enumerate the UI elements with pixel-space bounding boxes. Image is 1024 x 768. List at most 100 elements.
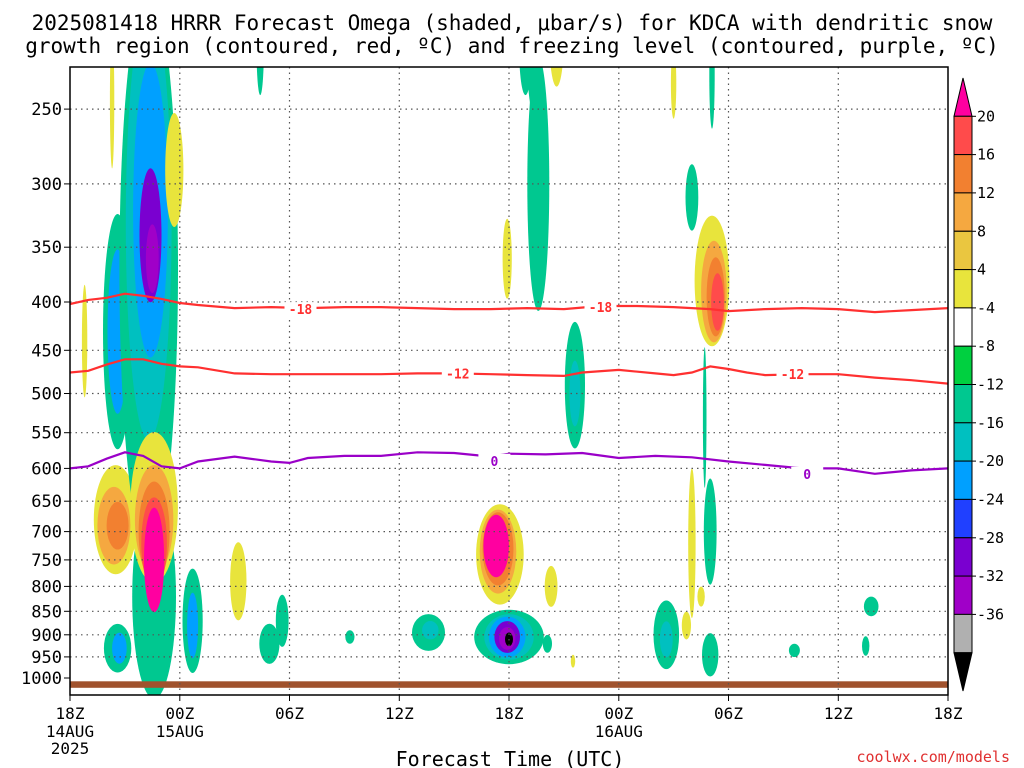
grid-lines (70, 67, 948, 695)
contour-label: 0 (803, 468, 811, 483)
colorbar-segment (953, 154, 973, 194)
x-tick-label: 12Z (824, 704, 853, 723)
contour-label-bg (441, 366, 474, 381)
omega-region (550, 67, 563, 87)
x-tick-label: 18Z (56, 704, 85, 723)
x-tick-year: 2025 (51, 739, 90, 758)
colorbar-segment (953, 460, 973, 500)
colorbar-legend: 20 16 12 8 4 -4 -8 -12 -16 -20 -24 -28 -32 -36 (953, 77, 1004, 692)
colorbar-label: -16 (977, 414, 1004, 432)
omega-region (544, 565, 558, 607)
x-tick-date: 16AUG (595, 722, 643, 741)
contour-label-bg (791, 466, 824, 481)
omega-region (145, 224, 159, 293)
omega-region (709, 67, 715, 129)
omega-region (422, 621, 439, 640)
omega-region (527, 67, 550, 311)
colorbar-segment (953, 537, 973, 577)
omega-region (711, 273, 724, 331)
y-tick-label: 250 (31, 100, 62, 120)
y-tick-label: 400 (31, 293, 62, 313)
omega-region (519, 67, 532, 96)
colorbar-segment (953, 192, 973, 232)
contour-label: -12 (781, 368, 804, 383)
y-tick-label: 500 (31, 385, 62, 405)
omega-region (702, 347, 707, 488)
y-tick-label: 950 (31, 648, 62, 668)
y-tick-label: 300 (31, 175, 62, 195)
colorbar-label: 16 (977, 146, 995, 164)
x-tick-date: 15AUG (156, 722, 204, 741)
y-tick-label: 650 (31, 492, 62, 512)
y-tick-label: 600 (31, 459, 62, 479)
omega-region (670, 67, 677, 119)
x-tick-label: 12Z (385, 704, 414, 723)
omega-region (788, 643, 800, 658)
x-tick-date: 14AUG (46, 722, 94, 741)
omega-region (862, 636, 870, 656)
omega-region (681, 611, 692, 640)
colorbar-segment (953, 307, 973, 347)
omega-region (230, 542, 247, 621)
colorbar-segment (953, 230, 973, 271)
omega-region (106, 501, 129, 550)
colorbar-label: 12 (977, 184, 995, 202)
colorbar-label: 8 (977, 222, 986, 240)
omega-region (165, 113, 184, 227)
x-tick-label: 06Z (714, 704, 743, 723)
colorbar-segment (953, 115, 973, 156)
x-tick-label: 00Z (604, 704, 633, 723)
x-axis-title: Forecast Time (UTC) (396, 747, 625, 768)
y-tick-label: 900 (31, 626, 62, 646)
colorbar-label: -28 (977, 529, 1004, 547)
omega-region (187, 592, 199, 659)
omega-shading (81, 67, 879, 695)
omega-region (259, 623, 280, 664)
pressure-axis: 250 300 350 400 450 500 550 600 650 700 750 800 850 9… (21, 100, 70, 689)
omega-region (863, 596, 879, 617)
colorbar-label: -20 (977, 452, 1004, 470)
omega-region (542, 634, 553, 653)
x-tick-label: 18Z (495, 704, 524, 723)
omega-region (526, 67, 543, 117)
y-tick-label: 700 (31, 523, 62, 543)
colorbar-label: -8 (977, 337, 995, 355)
y-tick-label: 850 (31, 602, 62, 622)
colorbar-segment (953, 613, 973, 654)
contour-label: -18 (289, 303, 313, 318)
colorbar-segment (953, 422, 973, 462)
temperature-contours: -18 -18 -12 -12 0 0 (70, 292, 948, 483)
omega-region (256, 67, 264, 96)
colorbar-label: 4 (977, 261, 986, 279)
omega-region (702, 633, 719, 677)
omega-region (569, 360, 581, 427)
y-tick-label: 1000 (21, 669, 62, 689)
contour-label: -18 (589, 301, 613, 316)
x-tick-label: 06Z (275, 704, 304, 723)
contour-label-bg (284, 302, 317, 317)
contour-label-bg (776, 367, 809, 382)
x-tick-label: 00Z (165, 704, 194, 723)
contour-line (70, 451, 948, 475)
colorbar-label: -4 (977, 299, 995, 317)
omega-region (112, 632, 127, 664)
omega-region (697, 586, 705, 607)
credit-link[interactable]: coolwx.com/models (856, 748, 1010, 766)
colorbar-segment (953, 384, 973, 424)
omega-region (570, 654, 576, 668)
y-tick-label: 800 (31, 577, 62, 597)
omega-region (275, 594, 289, 647)
y-tick-label: 450 (31, 341, 62, 361)
colorbar-segment (953, 77, 973, 117)
colorbar-label: 20 (977, 107, 995, 125)
omega-region (502, 218, 512, 299)
colorbar-segment (953, 575, 973, 615)
colorbar-segment (953, 498, 973, 539)
omega-region (685, 164, 699, 231)
contour-label: -12 (446, 367, 469, 382)
colorbar-segment (953, 345, 973, 386)
chart-title-line-1: 2025081418 HRRR Forecast Omega (shaded, … (32, 11, 993, 35)
omega-region (659, 621, 673, 658)
colorbar-segment (953, 652, 973, 692)
chart-title-line-2: growth region (contoured, red, ºC) and f… (25, 34, 999, 58)
